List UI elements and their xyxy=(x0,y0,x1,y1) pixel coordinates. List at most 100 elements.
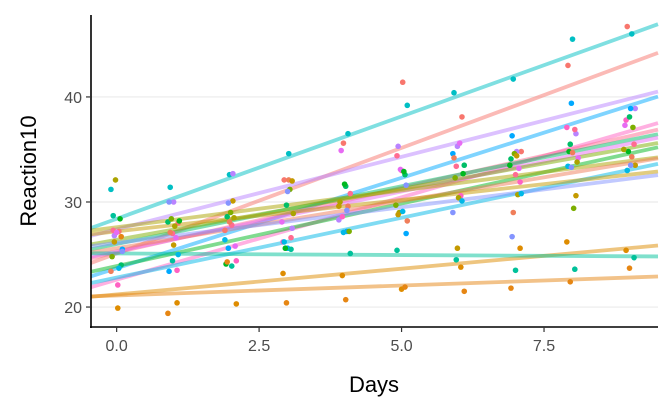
x-ticks: 0.0 2.5 5.0 7.5 xyxy=(106,327,555,355)
data-point xyxy=(166,199,172,205)
data-point xyxy=(165,310,171,317)
data-point xyxy=(570,205,577,212)
data-point xyxy=(289,178,295,184)
data-point xyxy=(230,170,236,177)
data-point xyxy=(284,188,291,195)
data-point xyxy=(513,152,520,159)
data-point xyxy=(622,122,628,129)
data-point xyxy=(569,149,576,156)
data-point xyxy=(227,209,234,216)
data-point xyxy=(109,253,115,260)
data-point xyxy=(170,199,177,205)
data-point xyxy=(626,265,633,271)
x-tick-label: 5.0 xyxy=(390,338,412,355)
data-point xyxy=(624,23,631,30)
data-point xyxy=(168,215,175,222)
data-point xyxy=(225,245,232,252)
data-point xyxy=(226,219,233,225)
data-point xyxy=(508,156,514,162)
data-point xyxy=(166,268,172,275)
data-point xyxy=(568,164,575,171)
data-point xyxy=(517,245,523,252)
data-point xyxy=(171,223,178,229)
data-point xyxy=(233,301,240,307)
data-point xyxy=(281,177,287,183)
data-point xyxy=(340,140,347,146)
data-point xyxy=(403,230,409,237)
y-tick-label: 30 xyxy=(64,195,82,212)
data-point xyxy=(516,165,522,172)
x-axis-title: Days xyxy=(349,372,399,397)
data-point xyxy=(564,239,570,245)
data-point xyxy=(453,256,460,263)
data-point xyxy=(572,126,578,133)
data-point xyxy=(628,154,635,160)
data-point xyxy=(510,76,517,82)
data-point xyxy=(280,270,286,277)
data-point xyxy=(224,213,230,220)
data-point xyxy=(625,148,632,155)
data-point xyxy=(393,202,399,208)
data-point xyxy=(346,228,352,235)
data-point xyxy=(285,150,292,157)
data-point xyxy=(574,159,580,165)
data-point xyxy=(509,233,515,240)
data-point xyxy=(344,207,350,214)
data-point xyxy=(347,190,354,197)
data-point xyxy=(450,150,456,157)
data-point xyxy=(118,233,125,240)
data-point xyxy=(112,177,119,183)
data-point xyxy=(116,265,122,271)
data-point xyxy=(512,171,519,178)
data-point xyxy=(117,215,123,222)
data-point xyxy=(338,147,344,154)
data-point xyxy=(175,251,181,258)
data-point xyxy=(336,203,342,209)
data-point xyxy=(345,203,351,209)
data-point xyxy=(572,266,578,273)
fit-line-14 xyxy=(90,169,659,237)
data-point xyxy=(512,267,519,274)
data-point xyxy=(631,141,637,148)
data-point xyxy=(403,182,409,188)
data-point xyxy=(575,155,582,161)
data-point xyxy=(337,199,343,205)
data-point xyxy=(345,130,351,137)
data-point xyxy=(567,141,574,148)
data-point xyxy=(631,254,637,261)
data-point xyxy=(114,282,121,288)
fit-line-1 xyxy=(90,22,659,230)
data-point xyxy=(632,162,639,169)
data-point xyxy=(461,162,468,169)
data-point xyxy=(231,214,237,221)
fit-line-17 xyxy=(90,251,659,259)
data-point xyxy=(289,225,295,232)
fit-line-7 xyxy=(90,132,659,252)
data-point xyxy=(627,105,634,112)
data-point xyxy=(395,143,401,150)
data-point xyxy=(108,268,114,275)
data-point xyxy=(402,284,408,290)
data-point xyxy=(176,218,183,224)
data-point xyxy=(340,229,347,236)
data-point xyxy=(167,184,174,191)
data-point xyxy=(230,198,236,204)
data-point xyxy=(108,186,114,193)
data-point xyxy=(279,219,285,225)
data-point xyxy=(339,272,346,279)
data-point xyxy=(459,198,465,204)
data-point xyxy=(460,170,466,177)
data-point xyxy=(224,259,230,265)
data-point xyxy=(170,242,177,248)
x-tick-label: 2.5 xyxy=(248,338,270,355)
data-point xyxy=(621,146,627,153)
data-point xyxy=(510,209,517,216)
data-point xyxy=(453,163,460,170)
data-point xyxy=(624,167,631,174)
data-point xyxy=(450,209,456,216)
data-point xyxy=(114,305,121,311)
data-point xyxy=(623,247,629,254)
data-point xyxy=(225,200,232,206)
data-point xyxy=(573,192,579,199)
fit-line-4 xyxy=(90,94,659,279)
